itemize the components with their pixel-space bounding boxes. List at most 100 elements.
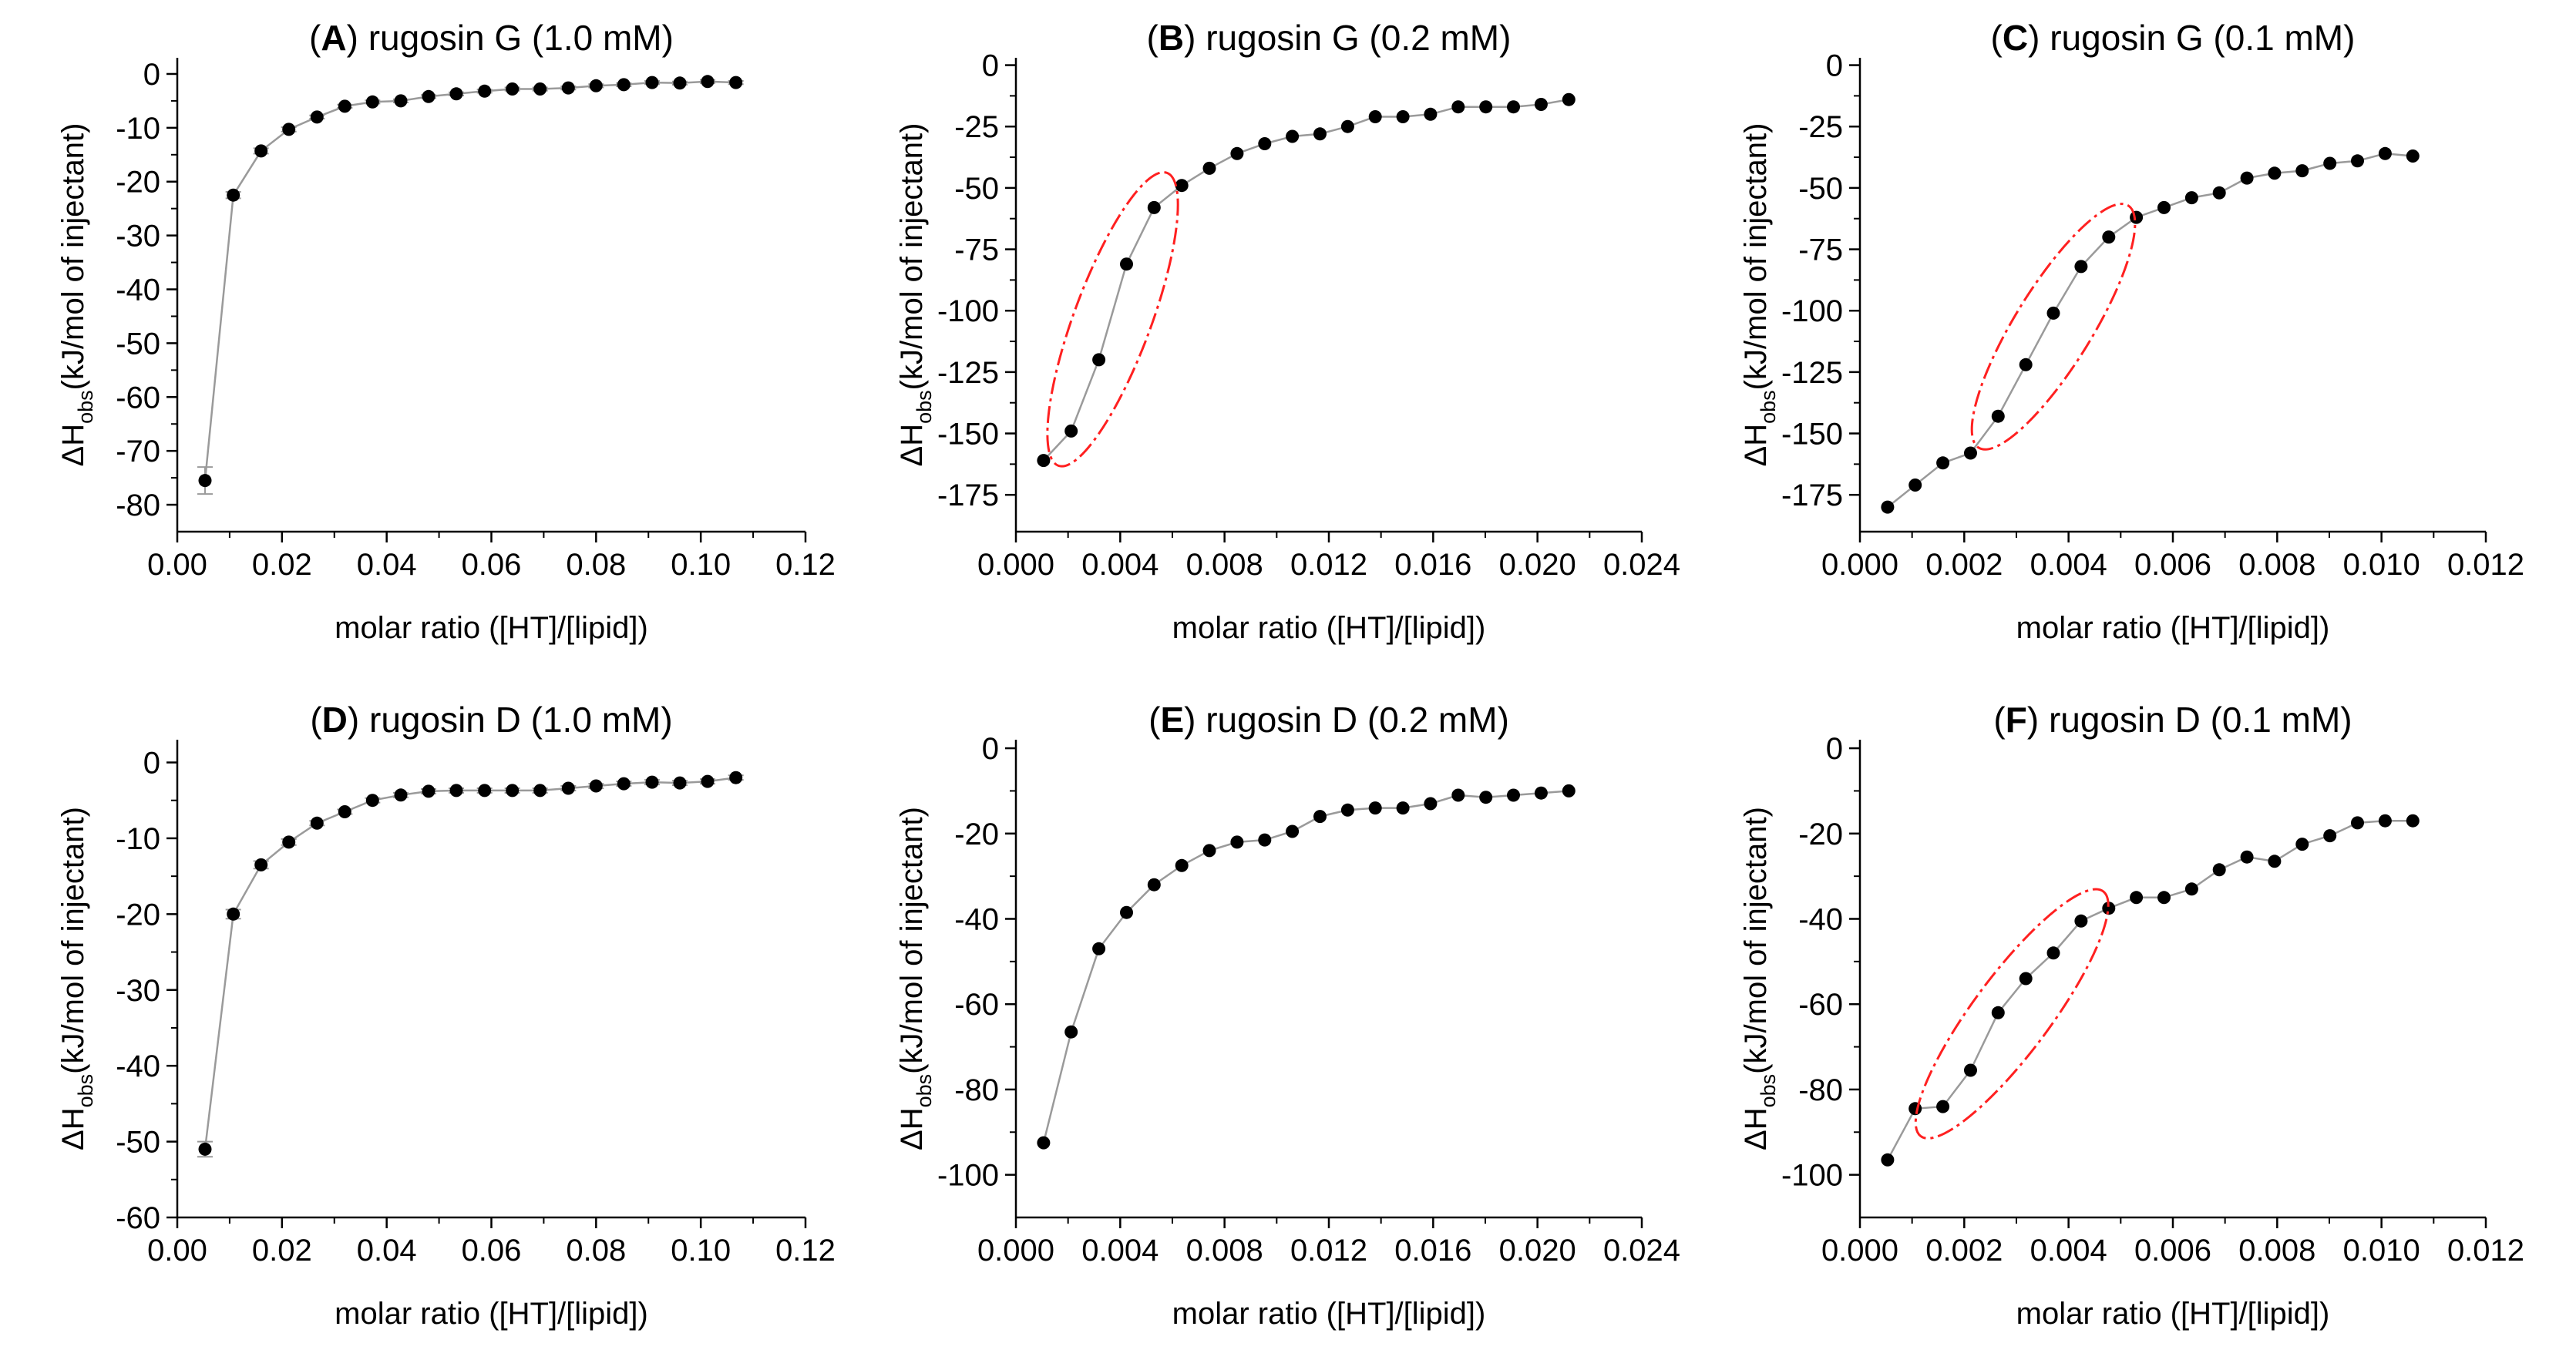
data-point: [2295, 164, 2309, 178]
data-point: [2240, 850, 2254, 864]
panel-letter: C: [2003, 18, 2028, 58]
x-tick-label: 0.002: [1925, 548, 2003, 582]
y-label-subscript: obs: [1757, 1074, 1780, 1108]
data-point: [533, 82, 547, 96]
panel-title: (F) rugosin D (0.1 mM): [1993, 700, 2352, 740]
data-point: [2130, 210, 2144, 224]
y-axis-label: ΔHobs(kJ/mol of injectant): [1739, 123, 1780, 467]
y-tick-label: -50: [116, 327, 160, 361]
x-tick-label: 0.010: [2343, 548, 2420, 582]
highlight-ellipse: [1970, 203, 2137, 451]
y-tick-label: -60: [954, 988, 999, 1022]
y-label-main: ΔH: [56, 1107, 90, 1150]
data-point: [1368, 801, 1382, 815]
y-tick-label: -40: [954, 903, 999, 937]
data-point: [506, 82, 520, 96]
data-point: [310, 110, 324, 124]
panel-title-text: rugosin D (0.2 mM): [1206, 700, 1509, 740]
data-point: [1368, 110, 1382, 123]
title-paren-open: (: [309, 18, 321, 58]
series-line: [1886, 819, 2413, 1160]
data-point: [1092, 942, 1106, 955]
data-point: [2351, 154, 2364, 168]
data-point: [2102, 902, 2116, 915]
x-tick-label: 0.000: [1821, 1234, 1898, 1268]
x-tick-label: 0.012: [1290, 1234, 1367, 1268]
data-point: [1991, 1006, 2005, 1019]
y-tick-label: 0: [1826, 49, 1843, 83]
panel-a: 0.00 0.02 0.04 0.06 0.08 0.10 0.12 0 -10 -20 -30 -4…: [56, 18, 836, 645]
x-tick-label: 0.12: [775, 1234, 836, 1268]
x-tick-label: 0.016: [1394, 548, 1471, 582]
y-tick-label: -125: [1781, 356, 1843, 390]
data-point: [1507, 788, 1520, 802]
title-paren-open: (: [1147, 18, 1159, 58]
y-label-units: (kJ/mol of injectant): [1739, 807, 1773, 1074]
data-point: [254, 144, 268, 158]
data-point: [1340, 119, 1354, 133]
x-axis-label: molar ratio ([HT]/[lipid]): [2016, 611, 2330, 645]
title-paren-open: (: [1148, 700, 1161, 740]
data-point: [1562, 92, 1576, 106]
y-tick-label: -80: [1798, 1073, 1843, 1107]
data-point: [198, 1142, 212, 1156]
panel-title: (E) rugosin D (0.2 mM): [1148, 700, 1509, 740]
y-tick-label: 0: [1826, 732, 1843, 766]
data-point: [310, 816, 324, 830]
data-point: [449, 784, 463, 798]
x-tick-label: 0.024: [1603, 548, 1680, 582]
y-tick-label: -50: [116, 1126, 160, 1160]
data-point: [1092, 353, 1106, 367]
data-point: [1881, 500, 1895, 514]
data-point: [1202, 161, 1216, 175]
title-paren-open: (: [1993, 700, 2006, 740]
data-point: [1037, 454, 1051, 468]
data-point: [2212, 186, 2226, 200]
data-point: [365, 95, 379, 109]
y-tick-label: -40: [116, 274, 160, 307]
title-paren-close: ): [2028, 18, 2050, 58]
data-point: [1479, 791, 1493, 804]
data-point: [338, 99, 351, 113]
y-label-subscript: obs: [1757, 390, 1780, 424]
data-point: [589, 79, 603, 92]
title-paren-close: ): [2027, 700, 2049, 740]
data-point: [2323, 156, 2337, 170]
panel-title-text: rugosin D (0.1 mM): [2049, 700, 2352, 740]
panel-letter: E: [1160, 700, 1184, 740]
x-tick-label: 0.000: [977, 548, 1054, 582]
data-point: [1881, 1153, 1895, 1167]
x-tick-label: 0.10: [671, 1234, 731, 1268]
panel-title-text: rugosin G (0.1 mM): [2050, 18, 2355, 58]
y-tick-label: -30: [116, 220, 160, 254]
data-point: [1175, 858, 1189, 872]
y-label-main: ΔH: [1739, 1107, 1773, 1150]
data-point: [506, 784, 520, 798]
x-tick-label: 0.006: [2134, 548, 2211, 582]
y-tick-label: -100: [937, 1159, 999, 1193]
data-point: [1451, 100, 1465, 114]
data-point: [1908, 479, 1922, 492]
data-point: [2240, 171, 2254, 185]
title-paren-close: ): [1184, 18, 1206, 58]
x-axis-label: molar ratio ([HT]/[lipid]): [1172, 1297, 1486, 1331]
x-tick-label: 0.006: [2134, 1234, 2211, 1268]
x-axis-label: molar ratio ([HT]/[lipid]): [335, 611, 648, 645]
data-point: [1507, 100, 1520, 114]
panel-title-text: rugosin G (1.0 mM): [368, 18, 674, 58]
x-tick-label: 0.012: [1290, 548, 1367, 582]
y-tick-label: 0: [982, 732, 999, 766]
y-label-subscript: obs: [913, 390, 936, 424]
panel-title: (A) rugosin G (1.0 mM): [309, 18, 674, 58]
data-point: [365, 794, 379, 808]
data-point: [589, 779, 603, 793]
data-point: [2074, 260, 2088, 274]
y-tick-label: -20: [116, 898, 160, 932]
x-axis-label: molar ratio ([HT]/[lipid]): [2016, 1297, 2330, 1331]
x-tick-label: 0.08: [566, 1234, 626, 1268]
data-point: [1451, 788, 1465, 802]
panel-title: (C) rugosin G (0.1 mM): [1991, 18, 2356, 58]
y-tick-label: -75: [1798, 233, 1843, 267]
data-point: [2184, 191, 2198, 205]
y-label-units: (kJ/mol of injectant): [1739, 123, 1773, 391]
